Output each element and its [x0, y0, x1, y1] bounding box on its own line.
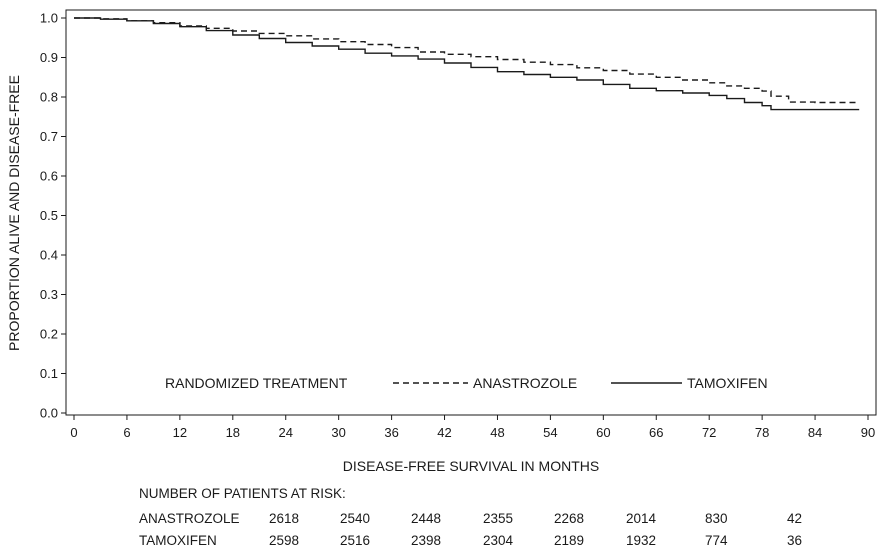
survival-chart: 0.0 0.1 0.2 0.3 0.4 0.5 0.6 0.7 0.8 0.9 1.0 0 6 12 18… — [6, 9, 877, 474]
at-risk-value: 2540 — [340, 511, 371, 526]
x-axis: 0 6 12 18 24 30 36 42 48 54 60 66 72 78 84 90 — [70, 415, 875, 440]
x-tick-label: 78 — [755, 425, 769, 440]
series-line-anastrozole — [74, 17, 860, 104]
y-axis-label: PROPORTION ALIVE AND DISEASE-FREE — [6, 75, 22, 351]
x-tick-label: 60 — [596, 425, 610, 440]
x-tick-label: 42 — [437, 425, 451, 440]
at-risk-value: 36 — [787, 533, 803, 548]
at-risk-row-tamoxifen: TAMOXIFEN 2598 2516 2398 2304 2189 1932 774 36 — [139, 533, 859, 551]
x-tick-label: 66 — [649, 425, 663, 440]
x-tick-label: 84 — [808, 425, 822, 440]
legend-anastrozole-label: ANASTROZOLE — [473, 375, 577, 391]
at-risk-value: 2598 — [269, 533, 300, 548]
x-tick-label: 24 — [278, 425, 292, 440]
y-tick-label: 0.9 — [40, 50, 58, 65]
x-tick-label: 36 — [384, 425, 398, 440]
y-tick-label: 0.4 — [40, 248, 58, 263]
at-risk-row-label: ANASTROZOLE — [139, 511, 240, 526]
at-risk-value: 2398 — [411, 533, 442, 548]
at-risk-value: 774 — [705, 533, 728, 548]
x-tick-label: 54 — [543, 425, 557, 440]
legend: RANDOMIZED TREATMENT ANASTROZOLE TAMOXIF… — [165, 375, 768, 391]
x-tick-label: 0 — [70, 425, 77, 440]
y-tick-label: 0.3 — [40, 287, 58, 302]
x-tick-label: 18 — [226, 425, 240, 440]
y-tick-label: 0.5 — [40, 208, 58, 223]
x-tick-label: 6 — [123, 425, 130, 440]
plot-frame — [65, 9, 877, 416]
x-axis-label: DISEASE-FREE SURVIVAL IN MONTHS — [343, 458, 599, 474]
y-tick-label: 0.6 — [40, 169, 58, 184]
y-tick-label: 0.2 — [40, 327, 58, 342]
at-risk-value: 42 — [787, 511, 803, 526]
x-tick-label: 48 — [490, 425, 504, 440]
at-risk-value: 2268 — [554, 511, 585, 526]
legend-title: RANDOMIZED TREATMENT — [165, 375, 348, 391]
x-tick-label: 12 — [173, 425, 187, 440]
series-lines — [74, 17, 860, 111]
at-risk-value: 2448 — [411, 511, 442, 526]
x-tick-label: 90 — [861, 425, 875, 440]
at-risk-row-anastrozole: ANASTROZOLE 2618 2540 2448 2355 2268 2014 830 42 — [139, 511, 859, 529]
x-tick-label: 72 — [702, 425, 716, 440]
y-tick-label: 0.1 — [40, 366, 58, 381]
at-risk-value: 2014 — [626, 511, 657, 526]
at-risk-value: 2355 — [483, 511, 514, 526]
y-tick-label: 0.0 — [40, 406, 58, 421]
y-axis: 0.0 0.1 0.2 0.3 0.4 0.5 0.6 0.7 0.8 0.9 1.0 — [40, 11, 66, 421]
at-risk-value: 2189 — [554, 533, 585, 548]
at-risk-value: 2618 — [269, 511, 300, 526]
legend-tamoxifen-label: TAMOXIFEN — [687, 375, 768, 391]
x-tick-label: 30 — [331, 425, 345, 440]
y-tick-label: 0.8 — [40, 90, 58, 105]
y-tick-label: 1.0 — [40, 11, 58, 26]
at-risk-title: NUMBER OF PATIENTS AT RISK: — [139, 486, 346, 501]
at-risk-row-label: TAMOXIFEN — [139, 533, 217, 548]
series-line-tamoxifen — [74, 17, 860, 111]
at-risk-value: 2304 — [483, 533, 514, 548]
at-risk-value: 2516 — [340, 533, 371, 548]
at-risk-value: 830 — [705, 511, 728, 526]
at-risk-value: 1932 — [626, 533, 657, 548]
y-tick-label: 0.7 — [40, 129, 58, 144]
